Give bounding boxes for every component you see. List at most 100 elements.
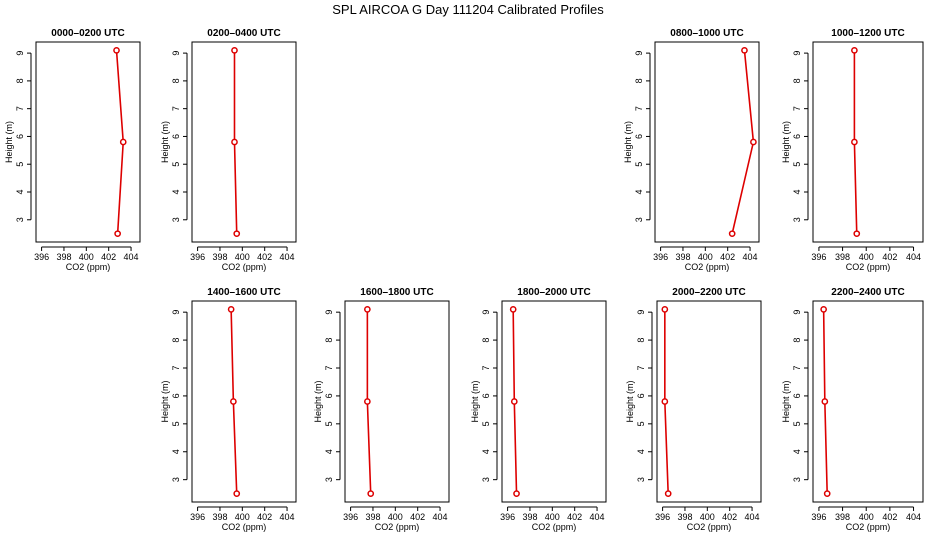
x-tick-label: 396 (811, 252, 826, 262)
profile-point (664, 490, 672, 497)
panel-title: 0800–1000 UTC (670, 28, 743, 39)
x-tick-label: 396 (653, 252, 668, 262)
y-tick-label: 6 (792, 393, 802, 398)
x-tick-label: 398 (212, 512, 227, 522)
profile-point (231, 138, 238, 146)
y-tick-label: 3 (634, 217, 644, 222)
profile-point (113, 46, 120, 54)
y-tick-label: 3 (792, 477, 802, 482)
y-tick-label: 8 (171, 338, 181, 343)
panel-title: 2000–2200 UTC (672, 287, 745, 298)
y-tick-label: 6 (481, 393, 491, 398)
x-tick-label: 400 (700, 512, 715, 522)
x-tick-label: 396 (343, 512, 358, 522)
profile-point (364, 398, 371, 405)
plot-frame (812, 300, 924, 503)
x-axis-label: CO2 (ppm) (532, 522, 577, 532)
profile-point (233, 490, 241, 497)
plot-frame (191, 300, 297, 503)
y-axis-label: Height (m) (781, 121, 791, 163)
y-tick-label: 8 (171, 78, 181, 83)
y-tick-label: 6 (15, 134, 25, 139)
y-tick-label: 5 (792, 162, 802, 167)
x-tick-label: 404 (590, 512, 605, 522)
x-tick-label: 400 (859, 252, 874, 262)
x-tick-label: 402 (257, 252, 272, 262)
y-tick-label: 4 (324, 449, 334, 454)
x-tick-label: 402 (722, 512, 737, 522)
y-tick-label: 4 (636, 449, 646, 454)
plot-frame (344, 300, 450, 503)
y-tick-label: 7 (634, 106, 644, 111)
panel-title: 1600–1800 UTC (360, 287, 433, 298)
y-tick-label: 3 (324, 477, 334, 482)
x-tick-label: 404 (433, 512, 448, 522)
plot-frame (191, 41, 297, 243)
y-tick-label: 9 (634, 51, 644, 56)
plot-frame (654, 41, 760, 243)
y-axis-label: Height (m) (781, 380, 791, 422)
y-tick-label: 4 (634, 189, 644, 194)
y-axis-label: Height (m) (313, 380, 323, 422)
y-axis-label: Height (m) (625, 380, 635, 422)
x-tick-label: 396 (34, 252, 49, 262)
panel-title: 1000–1200 UTC (831, 28, 904, 39)
x-tick-label: 402 (882, 252, 897, 262)
x-tick-label: 400 (235, 252, 250, 262)
y-tick-label: 3 (636, 477, 646, 482)
y-tick-label: 3 (792, 217, 802, 222)
x-tick-label: 402 (567, 512, 582, 522)
y-axis-label: Height (m) (470, 380, 480, 422)
x-tick-label: 404 (745, 512, 760, 522)
plot-frame (656, 300, 762, 503)
x-tick-label: 398 (677, 512, 692, 522)
y-tick-label: 5 (481, 421, 491, 426)
x-tick-label: 398 (835, 252, 850, 262)
panel-title: 1800–2000 UTC (517, 287, 590, 298)
x-tick-label: 396 (190, 512, 205, 522)
y-tick-label: 3 (15, 217, 25, 222)
y-axis-label: Height (m) (623, 121, 633, 163)
y-tick-label: 6 (634, 134, 644, 139)
y-tick-label: 8 (15, 78, 25, 83)
y-tick-label: 7 (324, 365, 334, 370)
chart-panel: 1000–1200 UTC 396 398 400 402 404 CO2 (ppm) 3 4 5… (781, 28, 924, 272)
profile-point (851, 138, 858, 146)
chart-panel: 1600–1800 UTC 396 398 400 402 404 CO2 (ppm) 3 4 5… (313, 287, 450, 532)
x-tick-label: 398 (675, 252, 690, 262)
plot-frame (35, 41, 141, 243)
panel-title: 0200–0400 UTC (207, 28, 280, 39)
x-tick-label: 402 (101, 252, 116, 262)
profile-point (823, 490, 831, 497)
y-tick-label: 6 (324, 393, 334, 398)
y-tick-label: 5 (15, 162, 25, 167)
x-tick-label: 404 (906, 512, 921, 522)
y-tick-label: 3 (481, 477, 491, 482)
profile-point (853, 230, 861, 238)
profile-point (750, 138, 757, 146)
y-tick-label: 9 (792, 310, 802, 315)
chart-panel: 0200–0400 UTC 396 398 400 402 404 CO2 (ppm) 3 4 5… (160, 28, 297, 272)
y-tick-label: 3 (171, 477, 181, 482)
y-tick-label: 5 (792, 421, 802, 426)
y-tick-label: 8 (792, 78, 802, 83)
x-tick-label: 402 (882, 512, 897, 522)
x-axis-label: CO2 (ppm) (222, 262, 267, 272)
figure-title: SPL AIRCOA G Day 111204 Calibrated Profi… (332, 2, 604, 17)
x-axis-label: CO2 (ppm) (685, 262, 730, 272)
profile-point (231, 46, 238, 54)
profile-point (367, 490, 375, 497)
y-tick-label: 9 (324, 310, 334, 315)
y-axis-label: Height (m) (160, 380, 170, 422)
y-tick-label: 8 (636, 338, 646, 343)
x-axis-label: CO2 (ppm) (66, 262, 111, 272)
x-tick-label: 404 (280, 512, 295, 522)
profile-point (233, 230, 241, 238)
plot-frame (501, 300, 607, 503)
y-tick-label: 8 (481, 338, 491, 343)
y-tick-label: 7 (792, 365, 802, 370)
x-tick-label: 396 (500, 512, 515, 522)
chart-panel: 1800–2000 UTC 396 398 400 402 404 CO2 (ppm) 3 4 5… (470, 287, 607, 532)
